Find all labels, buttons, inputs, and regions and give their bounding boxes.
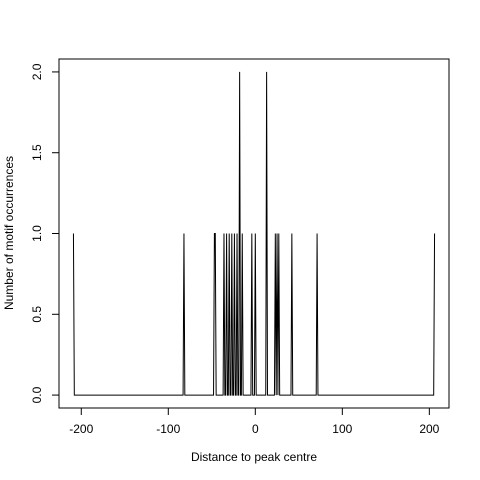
x-tick-label: 200 — [419, 422, 439, 436]
y-axis-label: Number of motif occurrences — [2, 156, 16, 310]
y-tick-label: 0.5 — [30, 306, 44, 323]
x-tick-label: -100 — [156, 422, 180, 436]
x-tick-label: 0 — [252, 422, 259, 436]
plot-box — [58, 58, 450, 409]
y-tick-label: 1.5 — [30, 144, 44, 161]
y-tick-label: 0.0 — [30, 386, 44, 403]
x-tick-label: -200 — [69, 422, 93, 436]
data-line — [72, 71, 436, 396]
y-tick-label: 1.0 — [30, 225, 44, 242]
x-axis-label: Distance to peak centre — [191, 450, 317, 464]
x-tick-label: 100 — [332, 422, 352, 436]
y-tick-label: 2.0 — [30, 63, 44, 80]
